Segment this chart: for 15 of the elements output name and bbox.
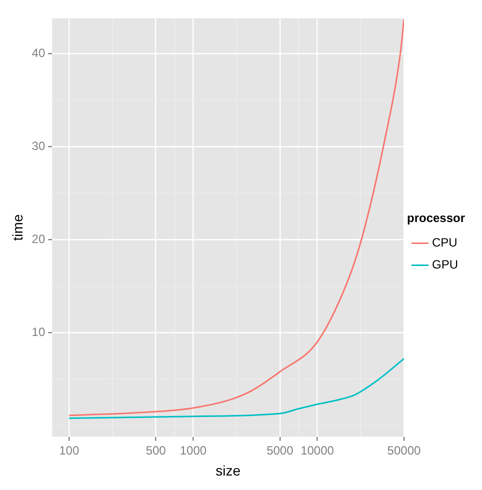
y-tick-label: 40 <box>32 46 46 60</box>
y-tick-label: 30 <box>32 138 46 153</box>
x-tick-label: 50000 <box>387 443 422 458</box>
legend-label: GPU <box>432 258 458 272</box>
y-axis-title: time <box>9 214 26 241</box>
x-tick-label: 10000 <box>300 443 334 458</box>
y-tick-label: 20 <box>32 232 46 246</box>
x-tick-label: 1000 <box>180 443 207 458</box>
y-tick-label: 10 <box>32 324 46 339</box>
x-tick-label: 5000 <box>266 443 294 458</box>
x-tick-label: 100 <box>59 443 80 458</box>
legend-title: processor <box>406 211 466 226</box>
x-tick-label: 500 <box>146 443 166 458</box>
legend-label: CPU <box>432 236 458 250</box>
x-axis-title: size <box>216 462 241 478</box>
